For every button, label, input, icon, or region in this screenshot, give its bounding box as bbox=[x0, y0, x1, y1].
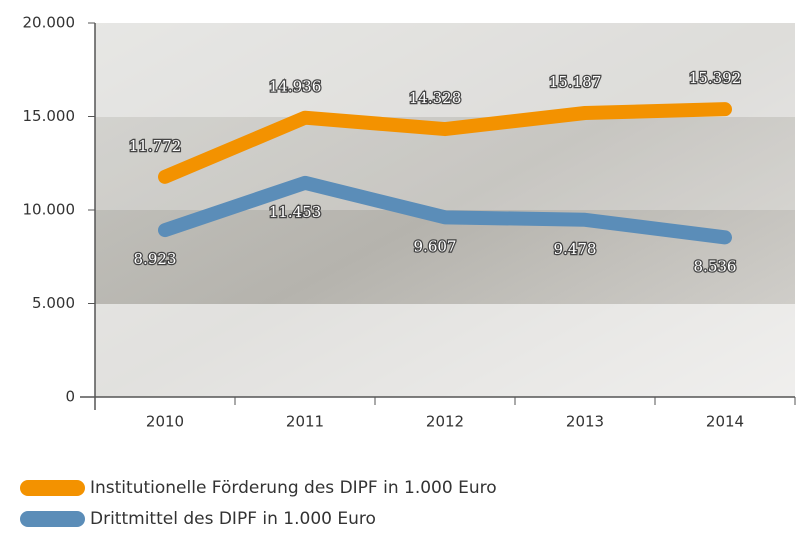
chart: 0 5.000 10.000 15.000 20.000 2010 2011 2012 2013… bbox=[0, 0, 797, 530]
value-label: 14.936 bbox=[269, 78, 322, 96]
value-label: 14.328 bbox=[409, 89, 462, 107]
value-label: 15.392 bbox=[689, 69, 742, 87]
y-tick-label: 5.000 bbox=[32, 294, 75, 312]
y-tick-label: 10.000 bbox=[23, 201, 76, 219]
band bbox=[95, 304, 795, 397]
value-label: 11.453 bbox=[269, 203, 322, 221]
x-tick-label: 2011 bbox=[286, 413, 324, 431]
x-tick-label: 2013 bbox=[566, 413, 604, 431]
legend-swatch bbox=[20, 480, 85, 496]
value-label: 9.478 bbox=[554, 240, 597, 258]
value-label: 15.187 bbox=[549, 73, 602, 91]
value-label: 9.607 bbox=[414, 237, 457, 255]
y-tick-label: 20.000 bbox=[23, 14, 76, 32]
value-label: 8.923 bbox=[134, 250, 177, 268]
x-tick-label: 2012 bbox=[426, 413, 464, 431]
legend-swatch bbox=[20, 511, 85, 527]
y-tick-label: 15.000 bbox=[23, 107, 76, 125]
x-tick-label: 2010 bbox=[146, 413, 184, 431]
value-label: 11.772 bbox=[129, 137, 182, 155]
legend-label: Institutionelle Förderung des DIPF in 1.… bbox=[90, 478, 497, 498]
y-tick-label: 0 bbox=[65, 388, 75, 406]
legend-label: Drittmittel des DIPF in 1.000 Euro bbox=[90, 509, 376, 529]
value-label: 8.536 bbox=[694, 257, 737, 275]
x-tick-label: 2014 bbox=[706, 413, 744, 431]
